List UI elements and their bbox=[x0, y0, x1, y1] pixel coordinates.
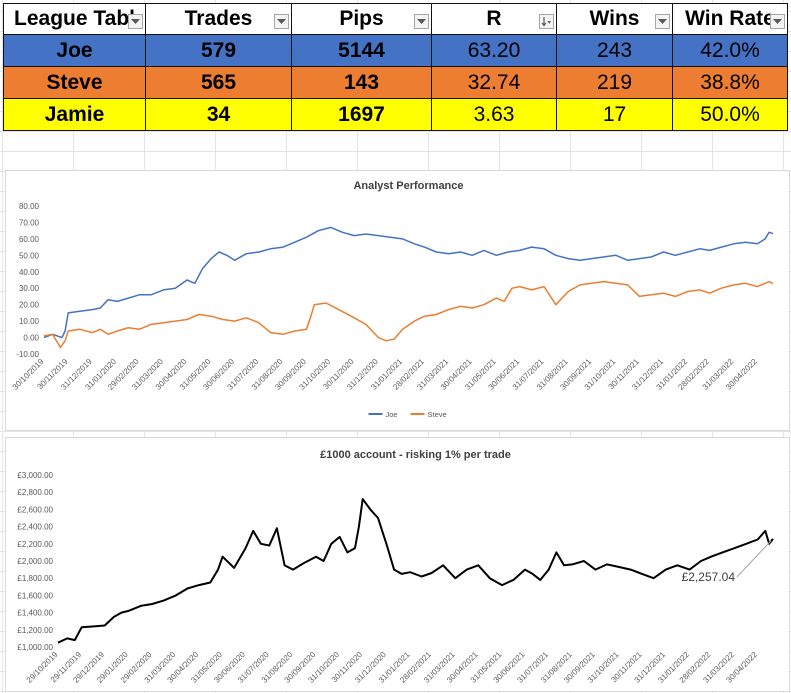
chart-title: Analyst Performance bbox=[353, 180, 463, 192]
annotation-leader-line bbox=[736, 540, 772, 578]
cell-win-rate[interactable]: 42.0% bbox=[672, 34, 788, 67]
table-row[interactable]: Joe 579 5144 63.20 243 42.0% bbox=[3, 34, 788, 67]
cell-trades[interactable]: 34 bbox=[145, 98, 292, 131]
header-wins: Wins bbox=[556, 3, 673, 35]
chart-legend: Joe Steve bbox=[368, 410, 447, 419]
table-row[interactable]: Steve 565 143 32.74 219 38.8% bbox=[3, 66, 788, 99]
legend-label: Steve bbox=[428, 410, 447, 419]
analyst-performance-chart[interactable]: Analyst Performance -10.00 0.00 10.00 20.00 3… bbox=[5, 170, 790, 431]
filter-dropdown-icon[interactable] bbox=[414, 14, 429, 29]
cell-wins[interactable]: 219 bbox=[556, 66, 673, 99]
y-tick-label: £1,800.00 bbox=[17, 574, 53, 583]
series-line-account-balance bbox=[57, 498, 774, 644]
y-tick-label: £2,800.00 bbox=[17, 488, 53, 497]
analyst-performance-svg: Analyst Performance -10.00 0.00 10.00 20.00 3… bbox=[11, 180, 774, 419]
filter-dropdown-icon[interactable] bbox=[274, 14, 289, 29]
cell-r[interactable]: 3.63 bbox=[431, 98, 557, 131]
y-tick-label: 30.00 bbox=[19, 284, 40, 293]
cell-trades[interactable]: 565 bbox=[145, 66, 292, 99]
header-win-rate: Win Rate bbox=[672, 3, 788, 35]
series-line-joe bbox=[43, 226, 774, 339]
header-trades: Trades bbox=[145, 3, 292, 35]
table-row[interactable]: Jamie 34 1697 3.63 17 50.0% bbox=[3, 98, 788, 131]
league-table-header-row: League Tabl Trades Pips R Wins Win Rate bbox=[3, 3, 788, 35]
cell-wins[interactable]: 243 bbox=[556, 34, 673, 67]
cell-pips[interactable]: 5144 bbox=[291, 34, 432, 67]
chart-title: £1000 account - risking 1% per trade bbox=[320, 449, 511, 461]
cell-wins[interactable]: 17 bbox=[556, 98, 673, 131]
league-table: League Tabl Trades Pips R Wins Win Rate … bbox=[3, 3, 788, 131]
y-tick-label: £2,000.00 bbox=[17, 557, 53, 566]
filter-dropdown-icon[interactable] bbox=[770, 14, 785, 29]
header-label: Trades bbox=[184, 7, 253, 30]
header-label: R bbox=[486, 7, 502, 30]
y-tick-label: 70.00 bbox=[19, 218, 40, 227]
filter-dropdown-icon[interactable] bbox=[128, 14, 143, 29]
cell-pips[interactable]: 143 bbox=[291, 66, 432, 99]
y-tick-label: 60.00 bbox=[19, 235, 40, 244]
y-tick-label: £2,600.00 bbox=[17, 505, 53, 514]
header-r: R bbox=[431, 3, 557, 35]
account-growth-svg: £1000 account - risking 1% per trade £1,0… bbox=[17, 449, 774, 685]
legend-label: Joe bbox=[386, 410, 398, 419]
cell-win-rate[interactable]: 38.8% bbox=[672, 66, 788, 99]
y-tick-label: -10.00 bbox=[16, 350, 39, 359]
y-tick-label: £1,000.00 bbox=[17, 643, 53, 652]
series-line-steve bbox=[43, 280, 774, 349]
cell-r[interactable]: 63.20 bbox=[431, 34, 557, 67]
y-tick-label: 10.00 bbox=[19, 317, 40, 326]
y-tick-label: 80.00 bbox=[19, 202, 40, 211]
y-tick-label: £3,000.00 bbox=[17, 471, 53, 480]
account-growth-chart[interactable]: £1000 account - risking 1% per trade £1,0… bbox=[5, 437, 790, 692]
header-label: Wins bbox=[589, 7, 640, 30]
header-league-table: League Tabl bbox=[3, 3, 146, 35]
sort-descending-icon[interactable] bbox=[539, 14, 554, 29]
cell-pips[interactable]: 1697 bbox=[291, 98, 432, 131]
cell-name[interactable]: Steve bbox=[3, 66, 146, 99]
annotation-label: £2,257.04 bbox=[682, 570, 736, 584]
y-tick-label: £2,200.00 bbox=[17, 540, 53, 549]
cell-name[interactable]: Joe bbox=[3, 34, 146, 67]
y-tick-label: 20.00 bbox=[19, 301, 40, 310]
cell-win-rate[interactable]: 50.0% bbox=[672, 98, 788, 131]
header-label: League Tabl bbox=[14, 7, 135, 30]
y-tick-label: £1,200.00 bbox=[17, 626, 53, 635]
cell-r[interactable]: 32.74 bbox=[431, 66, 557, 99]
y-tick-label: 50.00 bbox=[19, 251, 40, 260]
cell-name[interactable]: Jamie bbox=[3, 98, 146, 131]
y-tick-label: £1,600.00 bbox=[17, 591, 53, 600]
filter-dropdown-icon[interactable] bbox=[655, 14, 670, 29]
header-label: Win Rate bbox=[685, 7, 775, 30]
y-tick-label: 40.00 bbox=[19, 268, 40, 277]
header-label: Pips bbox=[339, 7, 384, 30]
cell-trades[interactable]: 579 bbox=[145, 34, 292, 67]
y-tick-label: £1,400.00 bbox=[17, 609, 53, 618]
y-tick-label: 0.00 bbox=[23, 334, 39, 343]
y-tick-label: £2,400.00 bbox=[17, 523, 53, 532]
header-pips: Pips bbox=[291, 3, 432, 35]
